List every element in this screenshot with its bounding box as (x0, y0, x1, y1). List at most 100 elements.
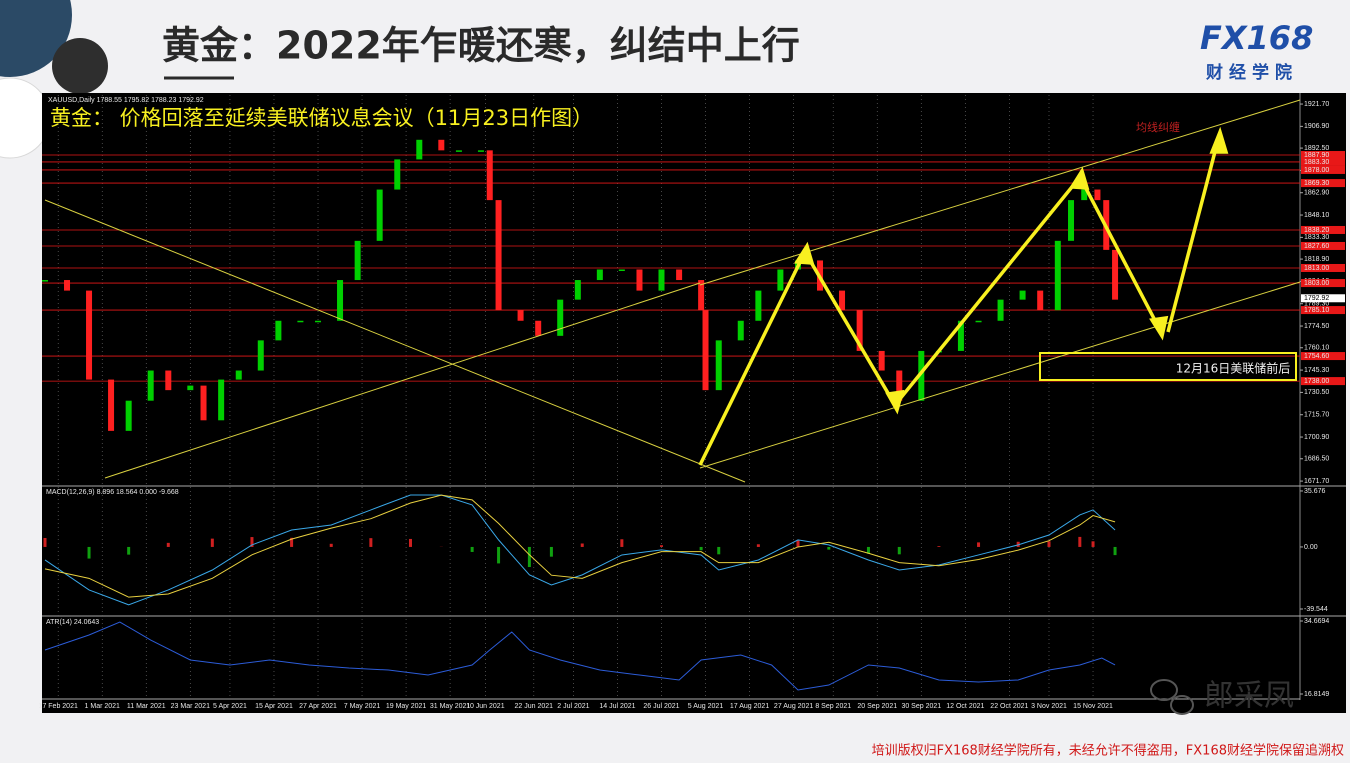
watermark: 郎采凤 (1204, 679, 1294, 714)
x-tick-label: 15 Apr 2021 (255, 703, 293, 710)
candle (257, 340, 264, 371)
level-label-bg (1301, 263, 1345, 272)
y-tick-label: 1862.90 (1304, 190, 1329, 197)
x-tick-label: 12 Oct 2021 (946, 703, 984, 710)
candle (535, 320, 542, 336)
level-label-bg (1301, 165, 1345, 174)
histogram-bar (756, 544, 760, 547)
histogram-bar (580, 543, 584, 547)
x-tick-label: 3 Nov 2021 (1031, 703, 1067, 710)
candle (957, 320, 964, 351)
candle (337, 280, 344, 321)
y-tick-label: 1671.70 (1304, 478, 1329, 485)
level-label-bg (1301, 225, 1345, 234)
candle (636, 269, 643, 291)
x-tick-label: 27 Aug 2021 (774, 703, 813, 710)
last-price-bg (1301, 294, 1345, 303)
level-label-bg (1301, 241, 1345, 250)
x-tick-label: 30 Sep 2021 (901, 703, 941, 710)
candle (147, 370, 154, 401)
level-label: 1785.10 (1304, 307, 1329, 314)
x-tick-label: 23 Mar 2021 (171, 703, 210, 710)
candle (596, 269, 603, 281)
y-tick-label: 1730.50 (1304, 389, 1329, 396)
candle (557, 299, 564, 336)
candle (755, 290, 762, 321)
x-tick-label: 14 Jul 2021 (599, 703, 635, 710)
chart-title: XAUUSD,Daily 1788.55 1795.82 1788.23 179… (48, 97, 204, 104)
histogram-bar (1078, 536, 1082, 547)
histogram-bar (470, 546, 474, 552)
histogram-bar (527, 546, 531, 568)
candle (777, 269, 784, 291)
candle (376, 189, 383, 241)
y-tick-label: 1818.90 (1304, 256, 1329, 263)
y-tick-label: 16.8149 (1304, 691, 1329, 698)
candle (394, 159, 401, 190)
histogram-bar (369, 538, 373, 547)
trend-line (104, 282, 701, 479)
x-tick-label: 10 Jun 2021 (466, 703, 505, 710)
arrow-head (1209, 126, 1229, 154)
level-label-bg (1301, 306, 1345, 315)
arrows (698, 126, 1229, 466)
level-label-bg (1301, 157, 1345, 166)
x-tick-label: 7 May 2021 (344, 703, 381, 710)
decor-circle (52, 38, 108, 94)
candle (1037, 290, 1044, 311)
y-tick-label: 1686.50 (1304, 456, 1329, 463)
histogram-bar (210, 538, 214, 547)
candle (477, 150, 484, 152)
x-tick-label: 22 Oct 2021 (990, 703, 1028, 710)
level-label: 1803.00 (1304, 280, 1329, 287)
x-tick-label: 27 Apr 2021 (299, 703, 337, 710)
arrow-path (1166, 139, 1220, 333)
candle (878, 350, 885, 371)
candle (1054, 240, 1061, 311)
level-label-bg (1301, 179, 1345, 188)
candle (64, 280, 71, 291)
candle (486, 150, 493, 201)
y-tick-label: 1774.50 (1304, 323, 1329, 330)
candle (997, 299, 1004, 321)
y-tick-label: 1848.10 (1304, 212, 1329, 219)
series-line (44, 494, 1116, 606)
level-label: 1878.00 (1304, 167, 1329, 174)
histogram-bar (937, 546, 941, 547)
trend-line (699, 281, 1301, 469)
slide-title: 黄金：2022年乍暖还寒，纠结中上行 (162, 24, 800, 68)
candle (495, 200, 502, 311)
histogram-bar (408, 538, 412, 547)
level-label: 1883.30 (1304, 159, 1329, 166)
histogram-bar (1113, 546, 1117, 556)
level-label-bg (1301, 279, 1345, 288)
candle (218, 379, 225, 421)
y-tick-label: 1715.70 (1304, 412, 1329, 419)
candle (354, 240, 361, 281)
icon-part (1170, 695, 1194, 715)
trend-line (44, 199, 746, 483)
candle (235, 370, 242, 380)
candle (715, 340, 722, 391)
x-tick-label: 2 Jul 2021 (557, 703, 589, 710)
histogram-bar (250, 537, 254, 547)
level-label: 1869.30 (1304, 180, 1329, 187)
histogram-bar (659, 545, 663, 547)
candle (737, 320, 744, 341)
candle (438, 139, 445, 151)
chart-subtitle: 黄金： 价格回落至延续美联储议息会议（11月23日作图） (50, 106, 593, 130)
candle (416, 139, 423, 160)
chart-area (42, 93, 1346, 713)
level-label-bg (1301, 151, 1345, 160)
level-label: 1738.00 (1304, 378, 1329, 385)
plot: 17 Feb 2021 1 Mar 2021 11 Mar 2021 23 Mar 2… (39, 95, 1345, 710)
arrow-head (885, 389, 905, 415)
histogram-bar (620, 539, 624, 547)
annotation-box (1039, 352, 1297, 381)
candle (125, 400, 132, 431)
level-label: 1754.60 (1304, 353, 1329, 360)
y-tick-label: 1906.90 (1304, 123, 1329, 130)
candle (455, 150, 462, 152)
x-tick-label: 15 Nov 2021 (1073, 703, 1113, 710)
